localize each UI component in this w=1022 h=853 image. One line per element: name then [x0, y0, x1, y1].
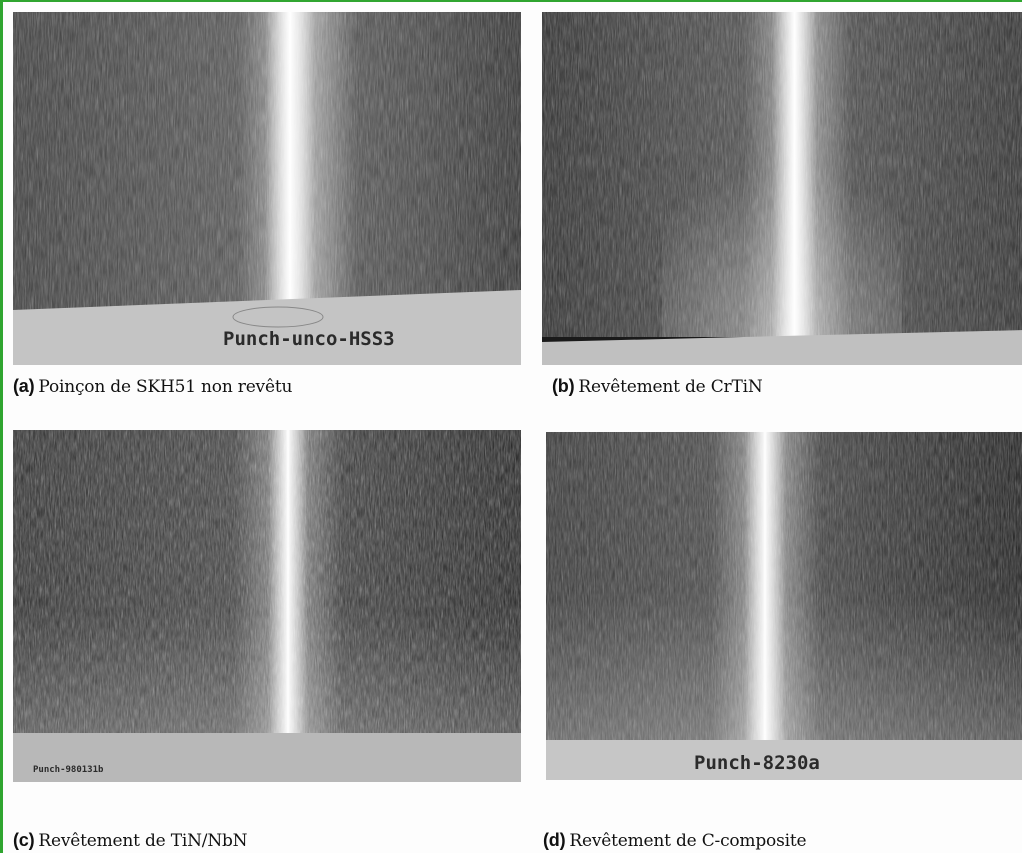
caption-d-text: Revêtement de C-composite [569, 831, 807, 851]
plate-label-c: Punch-980131b [33, 765, 104, 775]
caption-a: (a) Poinçon de SKH51 non revêtu [13, 376, 292, 397]
caption-b-text: Revêtement de CrTiN [578, 377, 763, 397]
caption-d-tag: (d) [543, 830, 566, 850]
photo-b-svg [542, 12, 1022, 365]
caption-b: (b) Revêtement de CrTiN [552, 376, 763, 397]
photo-d-svg: Punch-8230a [546, 432, 1022, 780]
photo-a-svg: Punch-unco-HSS3 [13, 12, 521, 365]
plate-d [546, 740, 1022, 780]
caption-a-tag: (a) [13, 376, 35, 396]
photo-panel-c: Punch-980131b [13, 430, 521, 782]
caption-c: (c) Revêtement de TiN/NbN [13, 830, 248, 851]
plate-label-a: Punch-unco-HSS3 [223, 328, 395, 350]
caption-c-text: Revêtement de TiN/NbN [38, 831, 248, 851]
caption-a-text: Poinçon de SKH51 non revêtu [38, 377, 293, 397]
caption-d: (d) Revêtement de C-composite [543, 830, 807, 851]
photo-panel-a: Punch-unco-HSS3 [13, 12, 521, 365]
plate-b [542, 330, 1022, 365]
caption-b-tag: (b) [552, 376, 575, 396]
photo-panel-d: Punch-8230a [546, 432, 1022, 780]
caption-c-tag: (c) [13, 830, 35, 850]
photo-c-svg: Punch-980131b [13, 430, 521, 782]
plate-c [13, 733, 521, 782]
plate-a [13, 290, 521, 365]
plate-label-d: Punch-8230a [694, 752, 820, 774]
photo-panel-b [542, 12, 1022, 365]
